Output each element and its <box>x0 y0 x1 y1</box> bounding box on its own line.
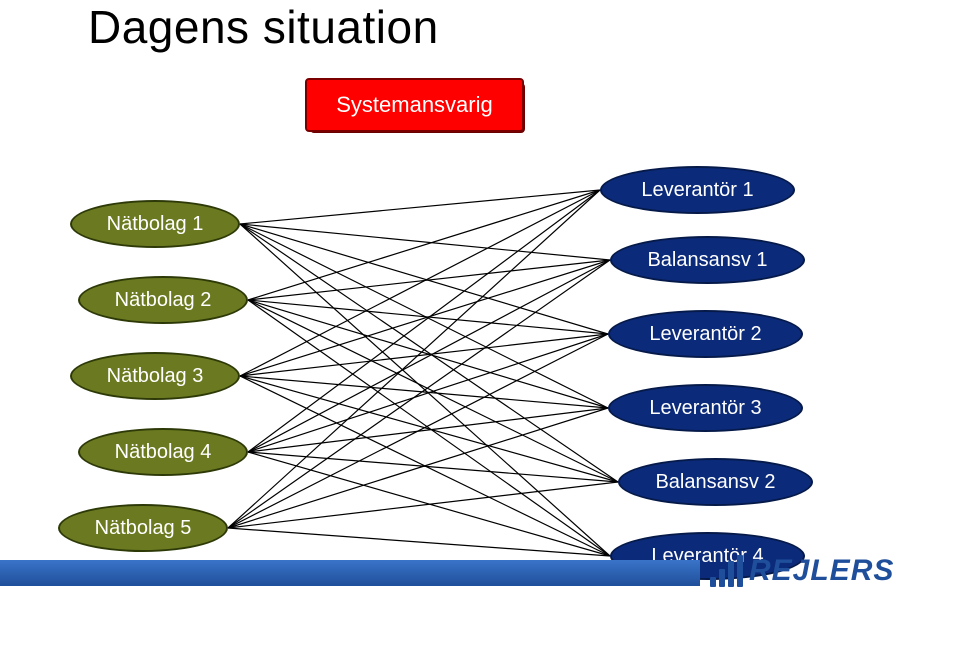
brand-logo-bar <box>719 569 725 587</box>
right-node-label: Leverantör 1 <box>641 179 753 202</box>
brand-logo-text: REJLERS <box>749 554 894 588</box>
left-node: Nätbolag 2 <box>78 276 248 324</box>
brand-logo-bar <box>728 561 734 587</box>
right-node: Balansansv 1 <box>610 236 805 284</box>
right-node: Leverantör 2 <box>608 310 803 358</box>
right-node: Balansansv 2 <box>618 458 813 506</box>
left-node: Nätbolag 5 <box>58 504 228 552</box>
brand-logo-bar <box>737 555 743 587</box>
left-node: Nätbolag 3 <box>70 352 240 400</box>
left-node: Nätbolag 1 <box>70 200 240 248</box>
brand-logo-bar <box>710 577 716 587</box>
systemansvarig-label: Systemansvarig <box>336 92 493 118</box>
left-node: Nätbolag 4 <box>78 428 248 476</box>
brand-logo-bars <box>710 555 743 587</box>
right-node-label: Leverantör 2 <box>649 323 761 346</box>
left-node-label: Nätbolag 2 <box>115 289 212 312</box>
footer-bar <box>0 560 700 586</box>
left-node-label: Nätbolag 5 <box>95 517 192 540</box>
right-node: Leverantör 3 <box>608 384 803 432</box>
systemansvarig-box: Systemansvarig <box>305 78 524 132</box>
page-title: Dagens situation <box>88 0 439 54</box>
right-node-label: Balansansv 2 <box>655 471 775 494</box>
right-node: Leverantör 1 <box>600 166 795 214</box>
left-node-label: Nätbolag 1 <box>107 213 204 236</box>
brand-logo: REJLERS <box>710 554 894 588</box>
left-node-label: Nätbolag 3 <box>107 365 204 388</box>
left-node-label: Nätbolag 4 <box>115 441 212 464</box>
right-node-label: Leverantör 3 <box>649 397 761 420</box>
right-node-label: Balansansv 1 <box>647 249 767 272</box>
